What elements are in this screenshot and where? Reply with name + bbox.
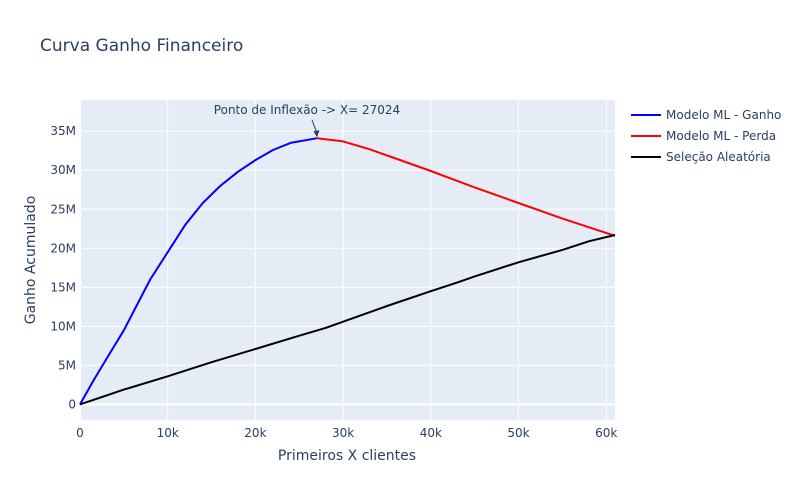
x-axis-title: Primeiros X clientes [278, 448, 416, 464]
annotation-text: Ponto de Inflexão -> X= 27024 [214, 103, 400, 117]
y-tick-label: 5M [58, 358, 76, 372]
legend-label: Seleção Aleatória [666, 150, 771, 164]
chart-title: Curva Ganho Financeiro [40, 36, 243, 56]
y-axis-title: Ganho Acumulado [23, 196, 39, 325]
y-tick-labels: 0 5M 10M 15M 20M 25M 30M 35M [50, 124, 76, 411]
legend-item[interactable]: Modelo ML - Perda [631, 129, 776, 143]
x-tick-label: 20k [244, 426, 266, 440]
series-line [316, 137, 616, 237]
x-tick-label: 30k [332, 426, 354, 440]
series-lines [79, 137, 616, 406]
y-tick-label: 25M [50, 202, 76, 216]
x-tick-label: 40k [420, 426, 442, 440]
y-tick-label: 35M [50, 124, 76, 138]
x-tick-label: 50k [507, 426, 529, 440]
x-tick-label: 60k [595, 426, 617, 440]
y-tick-label: 20M [50, 241, 76, 255]
x-tick-label: 10k [157, 426, 179, 440]
legend-item[interactable]: Seleção Aleatória [631, 150, 771, 164]
legend-label: Modelo ML - Ganho [666, 108, 781, 122]
x-tick-label: 0 [76, 426, 84, 440]
y-tick-label: 30M [50, 163, 76, 177]
legend-item[interactable]: Modelo ML - Ganho [631, 108, 781, 122]
annotation-arrow-head [313, 130, 320, 138]
legend[interactable]: Modelo ML - Ganho Modelo ML - Perda Seleçã… [631, 108, 781, 164]
y-tick-label: 15M [50, 280, 76, 294]
x-tick-labels: 0 10k 20k 30k 40k 50k 60k [76, 426, 617, 440]
annotation: Ponto de Inflexão -> X= 27024 [214, 103, 400, 138]
series-line [79, 137, 318, 405]
y-tick-label: 0 [68, 397, 76, 411]
legend-label: Modelo ML - Perda [666, 129, 776, 143]
y-tick-label: 10M [50, 319, 76, 333]
plot-area [80, 100, 615, 420]
series-line [79, 234, 616, 406]
